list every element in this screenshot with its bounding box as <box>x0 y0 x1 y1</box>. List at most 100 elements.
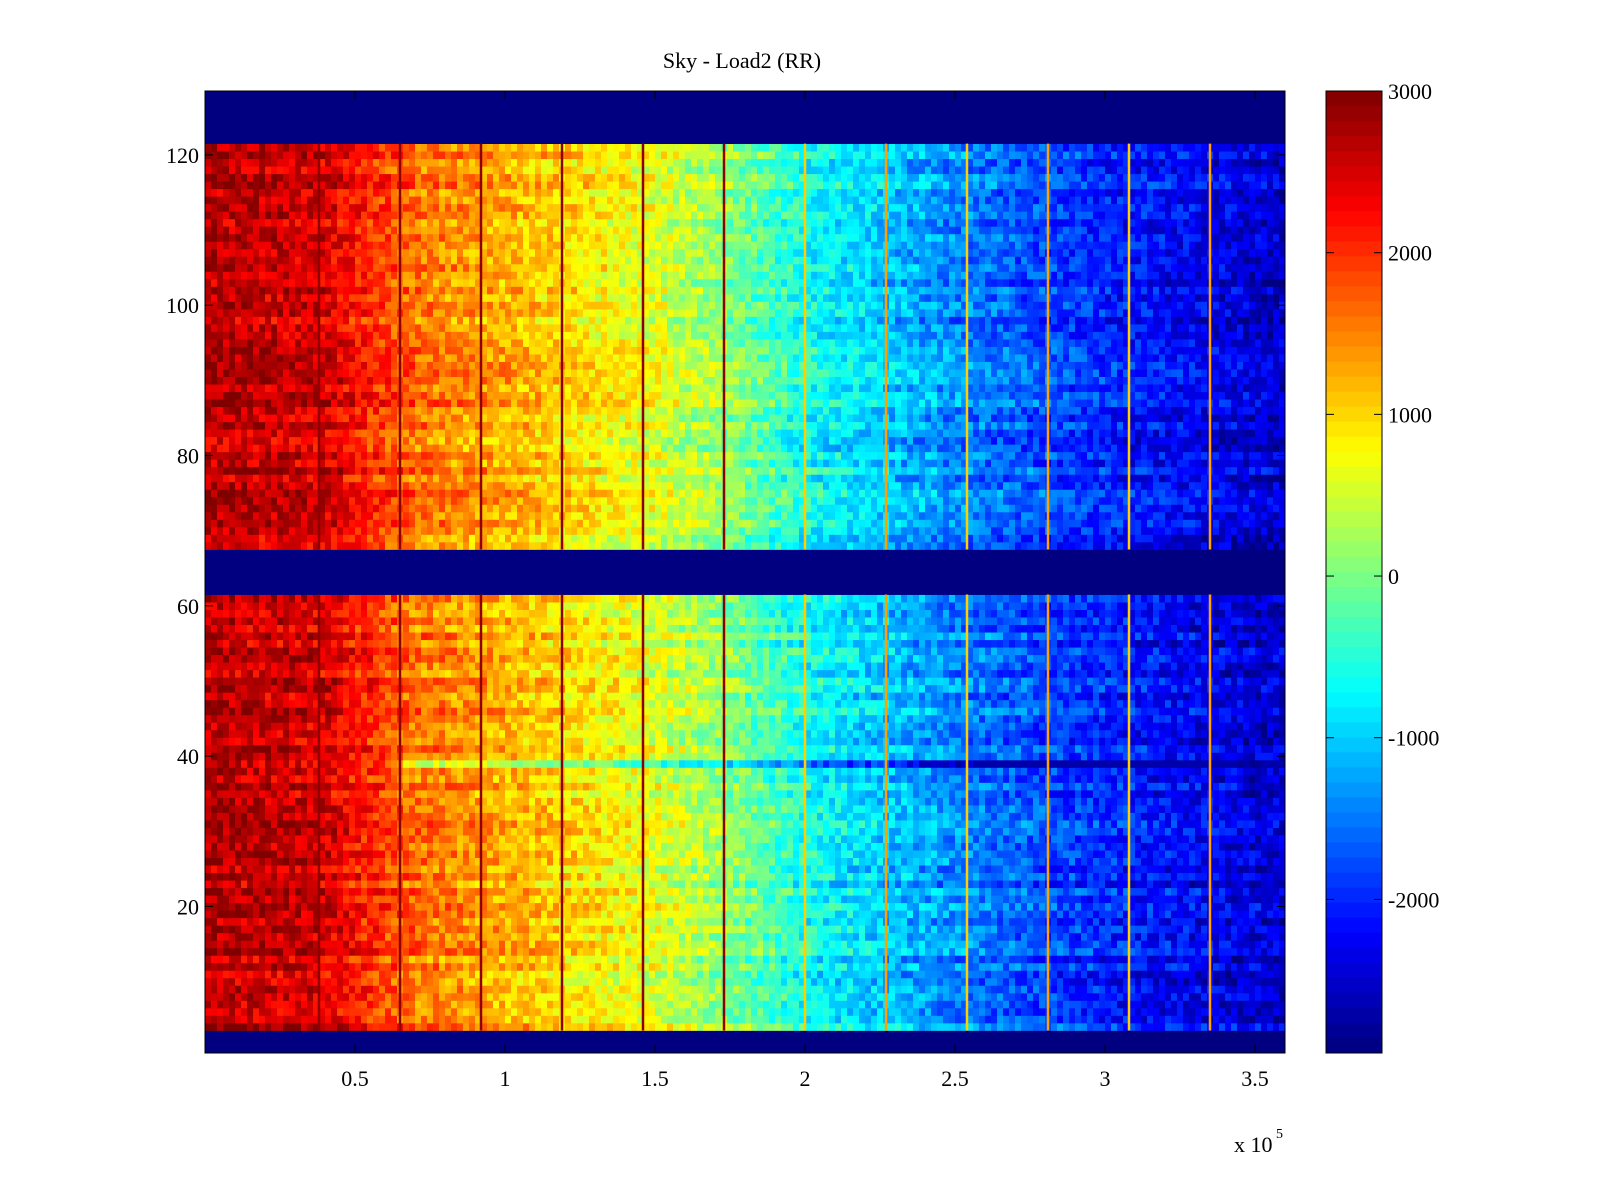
heatmap-cell <box>1093 1008 1099 1016</box>
heatmap-cell <box>1261 1015 1267 1023</box>
heatmap-cell <box>1183 1008 1189 1016</box>
heatmap-cell <box>997 1045 1003 1053</box>
heatmap-cell <box>589 1030 595 1038</box>
heatmap-cell <box>625 1045 631 1053</box>
heatmap-cell <box>1057 1008 1063 1016</box>
heatmap-cell <box>1033 1045 1039 1053</box>
heatmap-cell <box>1057 978 1063 986</box>
heatmap-cell <box>793 1030 799 1038</box>
heatmap-cell <box>865 1015 871 1023</box>
heatmap-cell <box>1093 1030 1099 1038</box>
heatmap-cell <box>835 1008 841 1016</box>
heatmap-cell <box>1225 985 1231 993</box>
heatmap-cell <box>631 970 637 978</box>
heatmap-cell <box>421 1030 427 1038</box>
heatmap-cell <box>697 1045 703 1053</box>
heatmap-cell <box>421 985 427 993</box>
heatmap-cell <box>493 978 499 986</box>
heatmap-cell <box>355 1030 361 1038</box>
heatmap-cell <box>661 1045 667 1053</box>
heatmap-cell <box>1057 1038 1063 1046</box>
heatmap-cell <box>997 1015 1003 1023</box>
heatmap-cell <box>601 1015 607 1023</box>
heatmap-cell <box>1075 1045 1081 1053</box>
heatmap-cell <box>559 1030 565 1038</box>
heatmap-cell <box>1273 1045 1279 1053</box>
heatmap-cell <box>871 1015 877 1023</box>
heatmap-cell <box>547 1030 553 1038</box>
heatmap-cell <box>265 1038 271 1046</box>
heatmap-cell <box>367 1015 373 1023</box>
heatmap-cell <box>631 1045 637 1053</box>
heatmap-cell <box>271 1030 277 1038</box>
heatmap-cell <box>577 1038 583 1046</box>
heatmap-cell <box>1009 978 1015 986</box>
heatmap-cell <box>577 1015 583 1023</box>
heatmap-cell <box>1219 1030 1225 1038</box>
heatmap-cell <box>469 1015 475 1023</box>
heatmap-cell <box>235 1045 241 1053</box>
heatmap-cell <box>931 1023 937 1031</box>
heatmap-cell <box>979 1045 985 1053</box>
heatmap-cell <box>211 993 217 1001</box>
heatmap-cell <box>553 1000 559 1008</box>
heatmap-cell <box>1087 1008 1093 1016</box>
heatmap-cell <box>295 1015 301 1023</box>
heatmap-cell <box>307 1015 313 1023</box>
heatmap-cell <box>949 1030 955 1038</box>
heatmap-cell <box>349 993 355 1001</box>
heatmap-cell <box>907 1038 913 1046</box>
heatmap-cell <box>1021 1030 1027 1038</box>
heatmap-cell <box>619 1038 625 1046</box>
heatmap-cell <box>1075 1008 1081 1016</box>
heatmap-cell <box>691 1023 697 1031</box>
heatmap-cell <box>343 1000 349 1008</box>
heatmap-cell <box>811 1038 817 1046</box>
heatmap-cell <box>691 985 697 993</box>
heatmap-cell <box>601 970 607 978</box>
heatmap-cell <box>1279 1023 1285 1031</box>
heatmap-cell <box>487 1000 493 1008</box>
heatmap-cell <box>1183 1000 1189 1008</box>
heatmap-cell <box>493 1023 499 1031</box>
heatmap-cell <box>607 1030 613 1038</box>
heatmap-cell <box>991 985 997 993</box>
heatmap-cell <box>859 1023 865 1031</box>
heatmap-cell <box>529 970 535 978</box>
heatmap-cell <box>211 1038 217 1046</box>
heatmap-cell <box>1033 1038 1039 1046</box>
heatmap-cell <box>229 993 235 1001</box>
heatmap-cell <box>781 1000 787 1008</box>
heatmap-cell <box>619 1023 625 1031</box>
heatmap-cell <box>223 1038 229 1046</box>
heatmap-cell <box>325 985 331 993</box>
heatmap-cell <box>985 1000 991 1008</box>
heatmap-cell <box>673 970 679 978</box>
heatmap-cell <box>613 1045 619 1053</box>
heatmap-cell <box>937 1038 943 1046</box>
heatmap-cell <box>1063 985 1069 993</box>
heatmap-cell <box>925 1030 931 1038</box>
heatmap-cell <box>217 970 223 978</box>
heatmap-cell <box>763 978 769 986</box>
heatmap-cell <box>733 1000 739 1008</box>
heatmap-cell <box>427 978 433 986</box>
heatmap-cell <box>823 985 829 993</box>
heatmap-cell <box>397 1030 403 1038</box>
heatmap-cell <box>493 1045 499 1053</box>
heatmap-cell <box>1237 1015 1243 1023</box>
heatmap-cell <box>997 1023 1003 1031</box>
heatmap-cell <box>337 1030 343 1038</box>
heatmap-cell <box>841 1008 847 1016</box>
heatmap-cell <box>517 1045 523 1053</box>
heatmap-cell <box>967 1030 973 1038</box>
heatmap-cell <box>1225 978 1231 986</box>
heatmap-cell <box>517 1023 523 1031</box>
heatmap-cell <box>1177 978 1183 986</box>
heatmap-cell <box>541 1038 547 1046</box>
heatmap-cell <box>619 1015 625 1023</box>
heatmap-cell <box>757 985 763 993</box>
heatmap-cell <box>1057 993 1063 1001</box>
heatmap-cell <box>613 993 619 1001</box>
heatmap-cell <box>1249 978 1255 986</box>
